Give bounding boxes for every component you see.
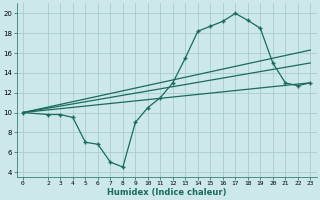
X-axis label: Humidex (Indice chaleur): Humidex (Indice chaleur) — [107, 188, 226, 197]
